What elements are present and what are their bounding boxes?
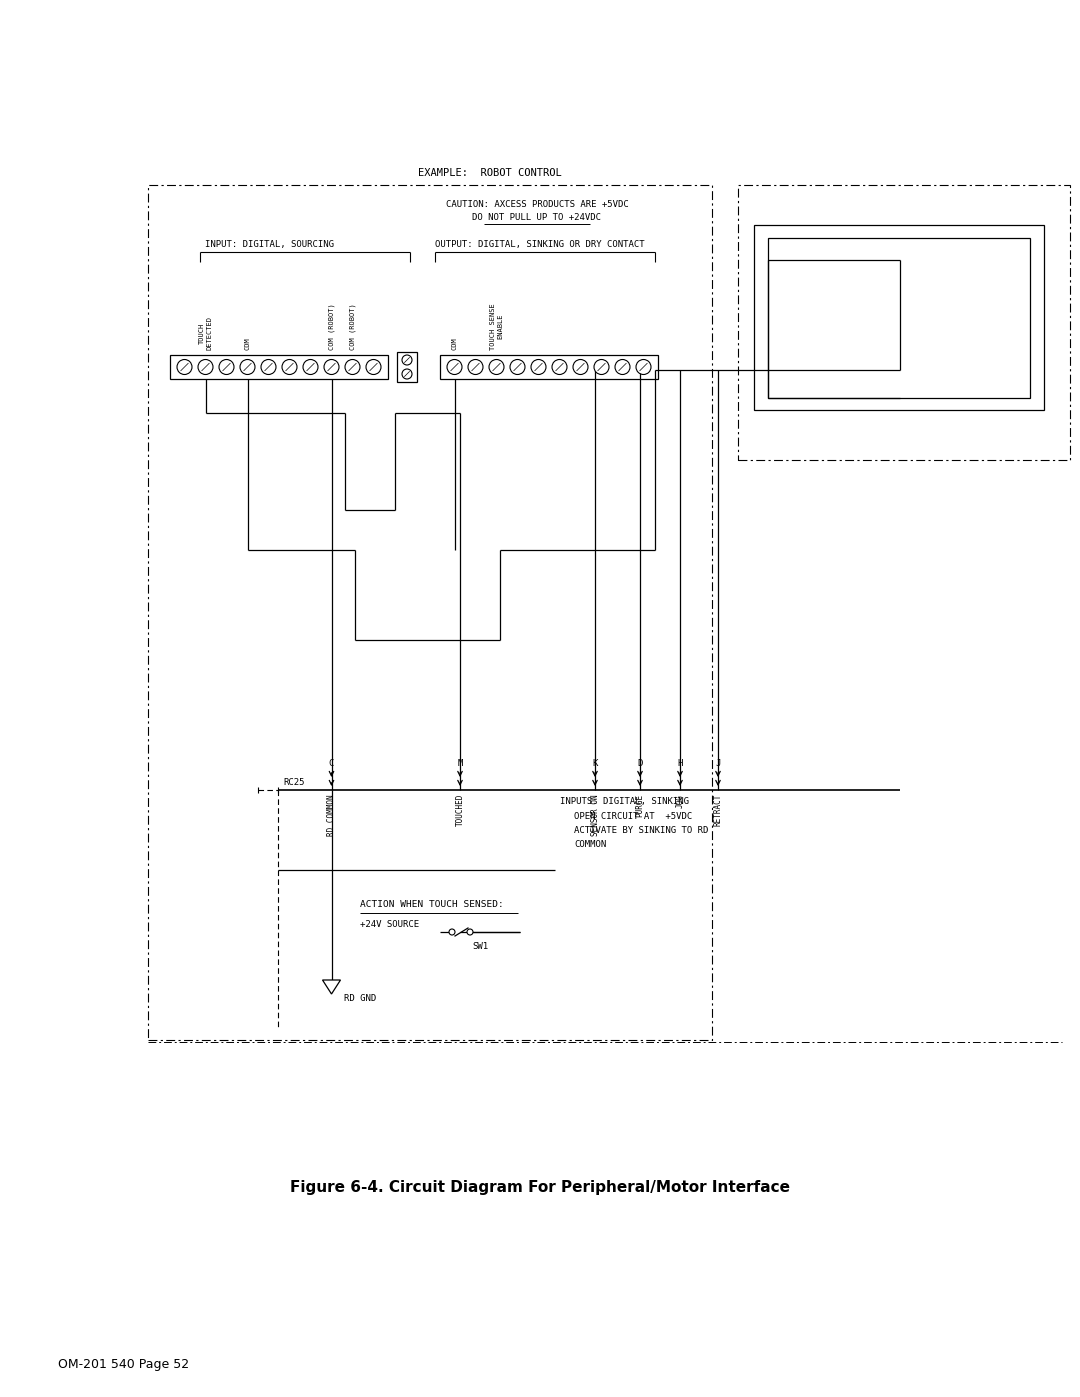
Circle shape <box>402 355 411 365</box>
Circle shape <box>552 359 567 374</box>
Text: SW1: SW1 <box>472 942 488 951</box>
Text: K: K <box>592 759 597 768</box>
Bar <box>397 352 417 381</box>
Text: C: C <box>328 759 334 768</box>
Text: M: M <box>457 759 462 768</box>
Circle shape <box>261 359 276 374</box>
Text: TOUCH
DETECTED: TOUCH DETECTED <box>199 316 212 351</box>
Text: PURGE: PURGE <box>635 793 645 817</box>
Circle shape <box>468 359 483 374</box>
Circle shape <box>303 359 318 374</box>
Bar <box>148 184 712 1039</box>
Text: DO NOT PULL UP TO +24VDC: DO NOT PULL UP TO +24VDC <box>473 212 602 222</box>
Circle shape <box>198 359 213 374</box>
Text: TOUCH SENSE
ENABLE: TOUCH SENSE ENABLE <box>490 303 503 351</box>
Circle shape <box>510 359 525 374</box>
Circle shape <box>531 359 546 374</box>
Text: RD GND: RD GND <box>345 995 377 1003</box>
Text: OUTPUT: DIGITAL, SINKING OR DRY CONTACT: OUTPUT: DIGITAL, SINKING OR DRY CONTACT <box>435 240 645 249</box>
Text: D: D <box>637 759 643 768</box>
Text: J: J <box>715 759 720 768</box>
Circle shape <box>573 359 588 374</box>
Text: COM: COM <box>244 337 251 351</box>
Text: CAUTION: AXCESS PRODUCTS ARE +5VDC: CAUTION: AXCESS PRODUCTS ARE +5VDC <box>446 200 629 210</box>
Circle shape <box>489 359 504 374</box>
Circle shape <box>447 359 462 374</box>
Circle shape <box>219 359 234 374</box>
Bar <box>738 184 1070 460</box>
Text: INPUTS: DIGITAL, SINKING: INPUTS: DIGITAL, SINKING <box>561 798 689 806</box>
Text: ACTION WHEN TOUCH SENSED:: ACTION WHEN TOUCH SENSED: <box>360 900 503 909</box>
Text: EXAMPLE:  ROBOT CONTROL: EXAMPLE: ROBOT CONTROL <box>418 168 562 177</box>
Text: COM: COM <box>451 337 458 351</box>
Text: RC25: RC25 <box>283 778 305 787</box>
Circle shape <box>449 929 455 935</box>
Text: Figure 6-4. Circuit Diagram For Peripheral/Motor Interface: Figure 6-4. Circuit Diagram For Peripher… <box>291 1180 789 1194</box>
Circle shape <box>345 359 360 374</box>
Bar <box>754 225 1044 409</box>
Circle shape <box>615 359 630 374</box>
Circle shape <box>177 359 192 374</box>
Circle shape <box>366 359 381 374</box>
Text: JOG: JOG <box>675 793 685 807</box>
Circle shape <box>282 359 297 374</box>
Text: OM-201 540 Page 52: OM-201 540 Page 52 <box>58 1358 189 1370</box>
Polygon shape <box>323 981 340 995</box>
Text: SENSOR ON: SENSOR ON <box>591 793 599 835</box>
Circle shape <box>402 369 411 379</box>
Text: ACTIVATE BY SINKING TO RD: ACTIVATE BY SINKING TO RD <box>573 826 708 835</box>
Bar <box>170 355 388 379</box>
Bar <box>440 355 658 379</box>
Circle shape <box>324 359 339 374</box>
Text: RD COMMON: RD COMMON <box>327 793 336 835</box>
Text: +24V SOURCE: +24V SOURCE <box>360 921 419 929</box>
Text: H: H <box>677 759 683 768</box>
Circle shape <box>467 929 473 935</box>
Text: COM (ROBOT): COM (ROBOT) <box>349 303 355 351</box>
Text: INPUT: DIGITAL, SOURCING: INPUT: DIGITAL, SOURCING <box>205 240 334 249</box>
Text: RETRACT: RETRACT <box>714 793 723 827</box>
Bar <box>768 237 1030 398</box>
Circle shape <box>636 359 651 374</box>
Text: COM (ROBOT): COM (ROBOT) <box>328 303 335 351</box>
Text: OPEN CIRCUIT AT  +5VDC: OPEN CIRCUIT AT +5VDC <box>573 812 692 821</box>
Circle shape <box>594 359 609 374</box>
Text: TOUCHED: TOUCHED <box>456 793 464 827</box>
Text: COMMON: COMMON <box>573 840 606 849</box>
Circle shape <box>240 359 255 374</box>
